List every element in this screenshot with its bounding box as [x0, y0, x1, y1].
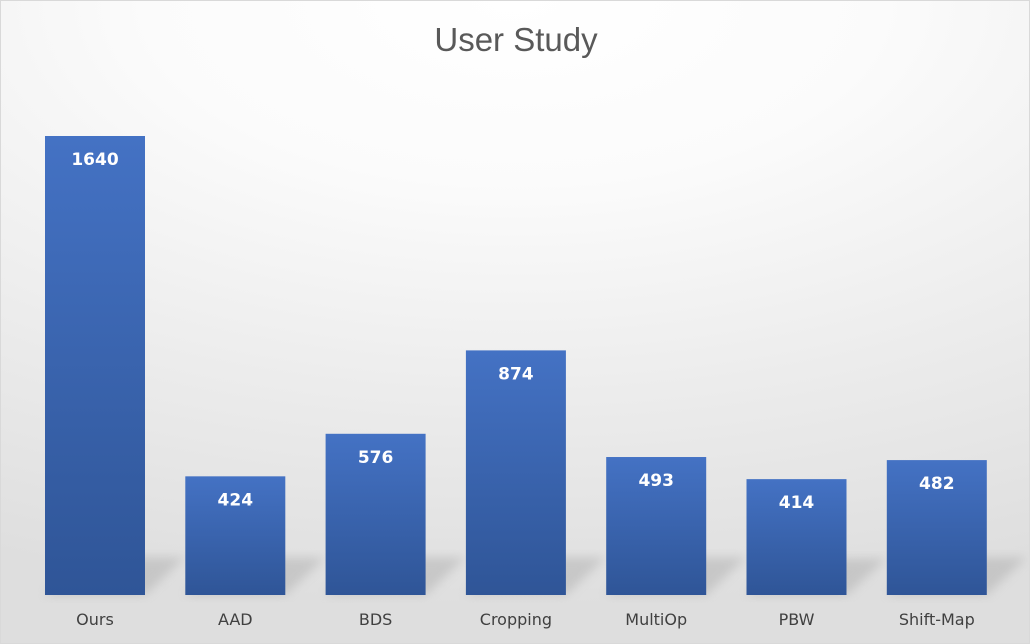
bars	[45, 136, 987, 595]
bar-value-label-ours: 1640	[71, 150, 118, 170]
chart-title: User Study	[434, 21, 598, 58]
category-label-multiop: MultiOp	[625, 610, 687, 629]
category-labels: Ours AAD BDS Cropping MultiOp PBW Shift-Map	[76, 610, 975, 629]
bar-bds	[325, 433, 426, 595]
bar-cropping	[465, 350, 566, 595]
bar-value-label-bds: 576	[358, 448, 394, 468]
bar-multiop	[606, 457, 707, 595]
category-label-cropping: Cropping	[480, 610, 552, 629]
category-label-pbw: PBW	[779, 610, 815, 629]
bar-ours	[45, 136, 145, 595]
bar-shift-map	[886, 460, 987, 595]
bar-value-label-pbw: 414	[779, 493, 815, 513]
bar-value-label-cropping: 874	[498, 364, 534, 384]
category-label-shift-map: Shift-Map	[899, 610, 975, 629]
bar-value-label-aad: 424	[218, 490, 254, 510]
bar-value-label-shift-map: 482	[919, 474, 955, 494]
category-label-aad: AAD	[218, 610, 253, 629]
bar-pbw	[746, 479, 847, 595]
category-label-ours: Ours	[76, 610, 114, 629]
bar-aad	[185, 476, 286, 595]
bar-value-labels: 1640 424 576 874 493 414 482	[71, 150, 954, 513]
bar-value-label-multiop: 493	[638, 471, 674, 491]
category-label-bds: BDS	[359, 610, 392, 629]
